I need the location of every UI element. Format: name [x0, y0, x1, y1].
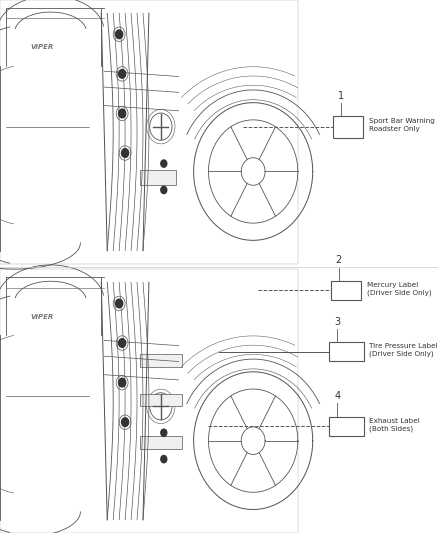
Bar	[328, 342, 364, 361]
Bar	[140, 394, 182, 406]
Circle shape	[161, 187, 167, 193]
Circle shape	[116, 30, 123, 39]
Text: Tire Pressure Label
(Driver Side Only): Tire Pressure Label (Driver Side Only)	[369, 343, 438, 358]
Circle shape	[121, 149, 129, 157]
Bar	[140, 354, 182, 367]
Circle shape	[116, 299, 123, 308]
Text: VIPER: VIPER	[30, 44, 53, 51]
Bar	[331, 281, 361, 300]
Text: 2: 2	[336, 255, 342, 265]
Text: 4: 4	[334, 391, 340, 401]
Bar	[0, 0, 298, 264]
Circle shape	[119, 109, 126, 118]
Text: Sport Bar Warning
Roadster Only: Sport Bar Warning Roadster Only	[369, 118, 434, 132]
Circle shape	[119, 338, 126, 348]
Bar	[328, 417, 364, 436]
Bar	[140, 436, 182, 449]
Circle shape	[161, 160, 167, 167]
Bar	[333, 116, 363, 138]
Text: Exhaust Label
(Both Sides): Exhaust Label (Both Sides)	[369, 417, 420, 432]
Circle shape	[161, 429, 167, 437]
Circle shape	[119, 378, 126, 387]
Text: 1: 1	[338, 91, 344, 101]
Circle shape	[161, 456, 167, 463]
Text: VIPER: VIPER	[30, 313, 53, 320]
Bar	[0, 269, 298, 533]
Circle shape	[121, 418, 129, 426]
Bar	[140, 170, 176, 185]
Text: Mercury Label
(Driver Side Only): Mercury Label (Driver Side Only)	[367, 281, 431, 296]
Text: 3: 3	[334, 317, 340, 327]
Circle shape	[119, 69, 126, 78]
